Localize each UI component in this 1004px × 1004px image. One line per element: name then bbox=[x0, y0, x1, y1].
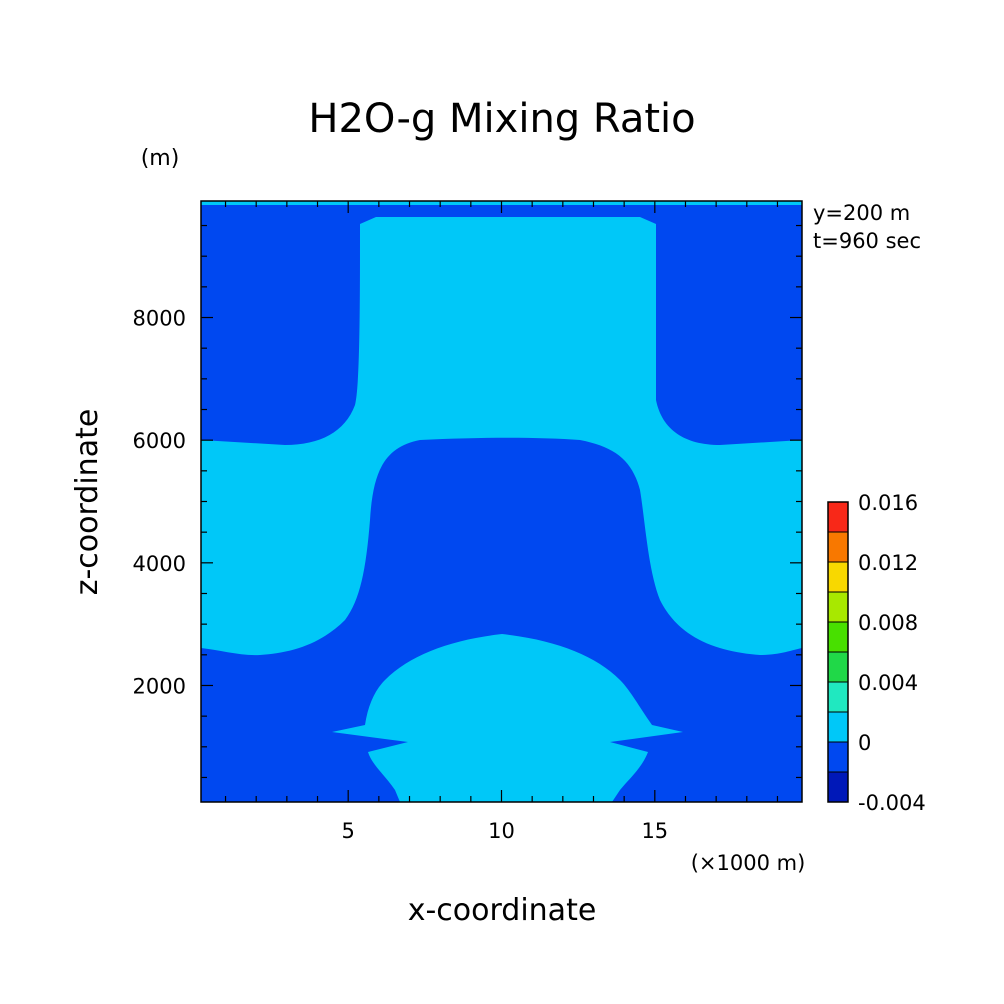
colorbar-swatch bbox=[828, 622, 848, 652]
plot-area bbox=[201, 201, 802, 802]
colorbar-label: 0.012 bbox=[858, 551, 918, 575]
colorbar-swatch bbox=[828, 712, 848, 742]
colorbar-swatch bbox=[828, 742, 848, 772]
colorbar-swatch bbox=[828, 772, 848, 802]
colorbar bbox=[828, 502, 848, 802]
colorbar-swatch bbox=[828, 592, 848, 622]
y-tick-labels: 2000 4000 6000 8000 bbox=[133, 307, 186, 699]
x-tick-label: 15 bbox=[641, 819, 668, 843]
x-axis-unit: (×1000 m) bbox=[691, 851, 806, 875]
colorbar-label: 0.016 bbox=[858, 491, 918, 515]
y-tick-label: 2000 bbox=[133, 674, 186, 698]
colorbar-label: 0.004 bbox=[858, 671, 918, 695]
colorbar-swatch bbox=[828, 682, 848, 712]
y-axis-unit: (m) bbox=[141, 146, 180, 171]
y-axis-label: z-coordinate bbox=[70, 409, 105, 596]
x-tick-labels: 5 10 15 bbox=[341, 819, 668, 843]
x-tick-label: 5 bbox=[341, 819, 354, 843]
colorbar-swatch bbox=[828, 532, 848, 562]
colorbar-label: 0.008 bbox=[858, 611, 918, 635]
colorbar-swatch bbox=[828, 652, 848, 682]
colorbar-label: -0.004 bbox=[858, 791, 926, 815]
colorbar-swatch bbox=[828, 502, 848, 532]
y-tick-label: 8000 bbox=[133, 307, 186, 331]
colorbar-labels: 0.016 0.012 0.008 0.004 0 -0.004 bbox=[858, 491, 926, 815]
y-tick-label: 6000 bbox=[133, 429, 186, 453]
colorbar-swatch bbox=[828, 562, 848, 592]
chart: H2O-g Mixing Ratio (m) y=200 m t=960 sec… bbox=[0, 0, 1004, 1004]
y-tick-label: 4000 bbox=[133, 552, 186, 576]
colorbar-label: 0 bbox=[858, 731, 871, 755]
x-tick-label: 10 bbox=[488, 819, 515, 843]
annotation-t: t=960 sec bbox=[813, 229, 921, 253]
annotation-y: y=200 m bbox=[813, 201, 910, 225]
x-axis-label: x-coordinate bbox=[408, 893, 597, 928]
chart-title: H2O-g Mixing Ratio bbox=[308, 96, 695, 142]
